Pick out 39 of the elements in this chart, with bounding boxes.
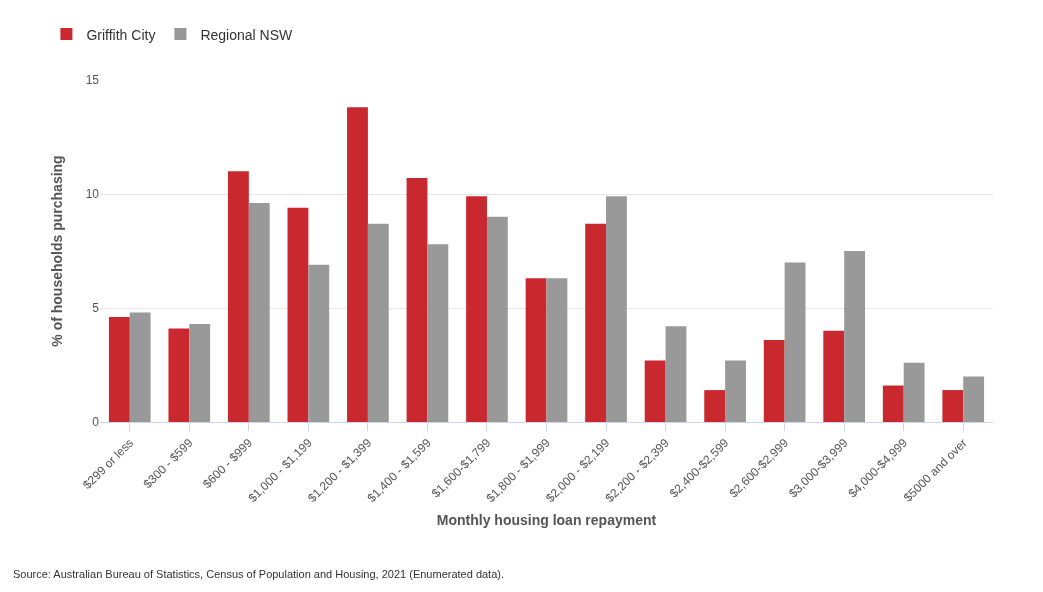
- bar: [168, 328, 190, 422]
- bar: [903, 362, 925, 422]
- bar: [525, 278, 547, 422]
- bar: [129, 312, 151, 422]
- bar: [704, 390, 726, 422]
- y-tick-label: 10: [85, 187, 100, 202]
- x-axis-title: Monthly housing loan repayment: [436, 511, 657, 528]
- bar: [942, 390, 964, 422]
- bar: [882, 385, 904, 422]
- bar: [665, 326, 687, 422]
- bar: [466, 196, 487, 422]
- y-tick-label: 0: [92, 415, 100, 430]
- bar: [963, 376, 985, 422]
- bar: [287, 207, 309, 422]
- bar: [427, 244, 449, 422]
- bar: [486, 216, 508, 422]
- bar: [644, 360, 666, 422]
- bar: [406, 178, 428, 422]
- bar: [347, 107, 368, 422]
- bar: [228, 171, 249, 422]
- bar: [546, 278, 568, 422]
- bar: [108, 317, 130, 422]
- y-axis-title: % of households purchasing: [49, 155, 65, 347]
- y-tick-label: 15: [85, 73, 100, 88]
- bar: [367, 223, 389, 422]
- source-note: Source: Australian Bureau of Statistics, Census of Population and Housing, 2021 (Enumerated data).: [13, 568, 505, 580]
- bar: [585, 223, 607, 422]
- bar: [823, 330, 845, 422]
- bar: [763, 339, 785, 422]
- bar: [308, 264, 330, 422]
- bar: [189, 323, 211, 422]
- y-tick-label: 5: [92, 301, 100, 316]
- bar: [248, 203, 270, 422]
- bar: [784, 262, 806, 422]
- legend-label: Griffith City: [86, 26, 156, 43]
- bar: [844, 251, 865, 422]
- bar: [725, 360, 746, 422]
- legend-label: Regional NSW: [200, 26, 293, 43]
- bar: [606, 196, 627, 422]
